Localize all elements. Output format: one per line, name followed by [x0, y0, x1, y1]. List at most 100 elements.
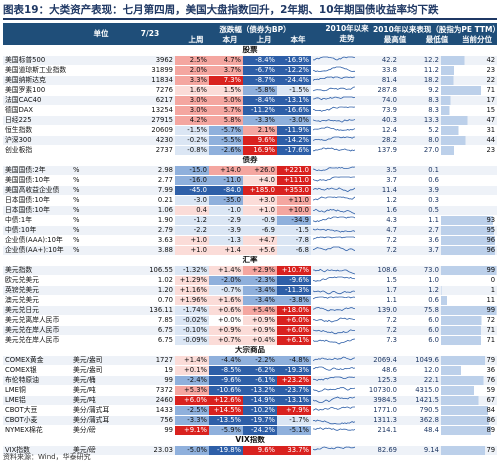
- change-cell: -8.4%: [243, 95, 277, 106]
- change-cell: +4.0: [243, 175, 277, 186]
- change-cell: -2.4%: [175, 375, 209, 386]
- percentile-value: 22: [441, 75, 498, 86]
- change-cell: -0.2%: [175, 135, 209, 146]
- sparkline-cell: [311, 195, 357, 206]
- sparkline-chart: [313, 296, 355, 299]
- change-cell: +14.5%: [209, 405, 243, 416]
- min-value: 5.2: [399, 125, 441, 136]
- change-cell: -11.3%: [277, 285, 311, 296]
- percentile-value: 23: [441, 145, 498, 156]
- asset-name: 欧元兑美元: [3, 275, 71, 286]
- sparkline-chart: [313, 56, 355, 60]
- max-value: 7.2: [357, 325, 399, 336]
- max-value: 1.1: [357, 295, 399, 306]
- change-cell: -0.7%: [209, 285, 243, 296]
- section-header: 债券: [3, 155, 498, 166]
- change-cell: 2.0%: [175, 65, 209, 76]
- min-value: 3.7: [399, 245, 441, 256]
- min-value: 13.3: [399, 115, 441, 126]
- table-row: CBOT小麦 美分/蒲式耳 756 -3.3% -13.5% -19.7% -1.7% 131…: [3, 415, 498, 426]
- change-cell: -1.32%: [175, 265, 209, 276]
- sparkline-line: [313, 76, 355, 81]
- change-cell: -5.5%: [209, 135, 243, 146]
- min-value: 22.1: [399, 375, 441, 386]
- sparkline-chart: [313, 376, 355, 381]
- table-row: 美国高收益企业债% 7.99 -45.0 -84.0 +185.0 +353.0 11.4 3…: [3, 185, 498, 196]
- asset-unit: [71, 115, 117, 126]
- max-value: 7.2: [357, 315, 399, 326]
- sparkline-chart: [313, 96, 355, 100]
- change-cell: +9.1%: [175, 425, 209, 436]
- asset-name: 美元兑在岸人民币: [3, 335, 71, 346]
- asset-name: 中债:10年: [3, 225, 71, 236]
- header-last-month: 上月: [256, 35, 272, 44]
- sparkline-cell: [311, 425, 357, 436]
- percentile-value: 84: [441, 405, 498, 416]
- change-cell: +1.96%: [175, 295, 209, 306]
- change-cell: -10.2%: [243, 405, 277, 416]
- change-cell: -1.74%: [175, 305, 209, 316]
- max-value: 1.6: [357, 205, 399, 216]
- change-cell: 1.5%: [209, 85, 243, 96]
- sparkline-line: [313, 66, 355, 72]
- section-title: 汇率: [3, 255, 498, 266]
- change-cell: -4.4%: [209, 355, 243, 366]
- percentile-value: 23: [441, 65, 498, 76]
- min-value: 73.0: [399, 265, 441, 276]
- change-cell: +11.0: [277, 195, 311, 206]
- min-value: 9.14: [399, 445, 441, 456]
- sparkline-line: [313, 419, 355, 424]
- sparkline-line: [313, 56, 355, 60]
- sparkline-cell: [311, 265, 357, 276]
- max-value: 214.1: [357, 425, 399, 436]
- section-header: 股票: [3, 45, 498, 56]
- table-row: 美元兑日元 136.11 -1.74% +0.6% +5.4% +18.0% 139.0 75…: [3, 305, 498, 316]
- change-cell: +0.9%: [243, 325, 277, 336]
- asset-price: 7.85: [117, 315, 175, 326]
- sparkline-chart: [313, 196, 355, 200]
- change-cell: +0.6%: [209, 305, 243, 316]
- change-cell: -5.0%: [175, 445, 209, 456]
- table-row: 日本国债:10年% 1.06 0.4 -1.0 +1.0 +10.0 1.6 0.5: [3, 205, 498, 216]
- percentile-value: 79: [441, 445, 498, 456]
- section-title: 大宗商品: [3, 345, 498, 356]
- change-cell: -3.3%: [175, 415, 209, 426]
- asset-unit: [71, 305, 117, 316]
- change-cell: -0.9: [243, 215, 277, 226]
- max-value: 2069.4: [357, 355, 399, 366]
- change-cell: -8.4%: [243, 55, 277, 66]
- sparkline-line: [313, 426, 355, 431]
- asset-name: 日本国债:10年: [3, 205, 71, 216]
- min-value: 362.8: [399, 415, 441, 426]
- change-cell: -3.4%: [243, 295, 277, 306]
- max-value: 7.2: [357, 235, 399, 246]
- asset-price: 2460: [117, 395, 175, 406]
- sparkline-line: [313, 236, 355, 240]
- change-cell: -23.7%: [277, 385, 311, 396]
- asset-unit: %: [71, 195, 117, 206]
- percentile-value: 67: [441, 395, 498, 406]
- sparkline-cell: [311, 375, 357, 386]
- asset-unit: [71, 285, 117, 296]
- table-row: LME铝 美元/吨 2460 +6.0% +12.6% -14.9% -13.1% 3984.…: [3, 395, 498, 406]
- percentile-value: 0: [441, 275, 498, 286]
- sparkline-chart: [313, 268, 355, 274]
- min-value: 1049.6: [399, 355, 441, 366]
- sparkline-cell: [311, 325, 357, 336]
- asset-price: 3.63: [117, 235, 175, 246]
- min-value: 8.0: [399, 135, 441, 146]
- table-row: 企业债(AA+):10年% 3.88 +1.0 +1.4 +5.6 -6.8 7.2 3.7 9…: [3, 245, 498, 256]
- asset-name: 法国CAC40: [3, 95, 71, 106]
- table-row: 美元兑在岸人民币 6.75 -0.10% +0.9% +0.9% +6.0% 7.2 6.0 7…: [3, 325, 498, 336]
- sparkline-cell: [311, 215, 357, 226]
- sparkline-chart: [313, 446, 355, 450]
- percentile-value: 89: [441, 425, 498, 436]
- asset-name: 企业债(AA+):10年: [3, 245, 71, 256]
- max-value: 1311.3: [357, 415, 399, 426]
- table-row: 布伦特原油 美元/桶 99 -2.4% -9.6% -6.1% +23.2% 125.3 22.…: [3, 375, 498, 386]
- max-value: 12.4: [357, 125, 399, 136]
- percentile-value: 95: [441, 225, 498, 236]
- min-value: 6.0: [399, 325, 441, 336]
- change-cell: -2.2%: [243, 355, 277, 366]
- sparkline-line: [313, 268, 355, 274]
